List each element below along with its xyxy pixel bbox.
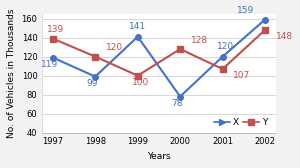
Line: Y: Y [50, 27, 268, 78]
Text: 141: 141 [129, 22, 146, 31]
Y-axis label: No. of Vehicles in Thousands: No. of Vehicles in Thousands [7, 9, 16, 138]
Y [221, 68, 224, 70]
Text: 139: 139 [47, 25, 64, 34]
Text: 120: 120 [106, 44, 123, 52]
X [221, 56, 224, 58]
Legend: X, Y: X, Y [210, 114, 271, 131]
Text: 99: 99 [87, 79, 98, 88]
Y [136, 75, 140, 77]
Text: 119: 119 [41, 60, 59, 69]
X [136, 36, 140, 38]
Text: 128: 128 [191, 36, 208, 45]
Y [94, 56, 97, 58]
Text: 120: 120 [217, 42, 234, 51]
X [263, 19, 267, 21]
X [51, 57, 55, 59]
X-axis label: Years: Years [147, 152, 171, 161]
Line: X: X [50, 17, 268, 99]
Text: 78: 78 [172, 99, 183, 108]
Y [263, 29, 267, 31]
Text: 148: 148 [276, 32, 293, 41]
X [178, 96, 182, 98]
Y [178, 48, 182, 50]
Y [51, 38, 55, 40]
X [94, 76, 97, 78]
Text: 100: 100 [132, 78, 149, 87]
Text: 107: 107 [233, 71, 250, 80]
Text: 159: 159 [237, 6, 254, 15]
